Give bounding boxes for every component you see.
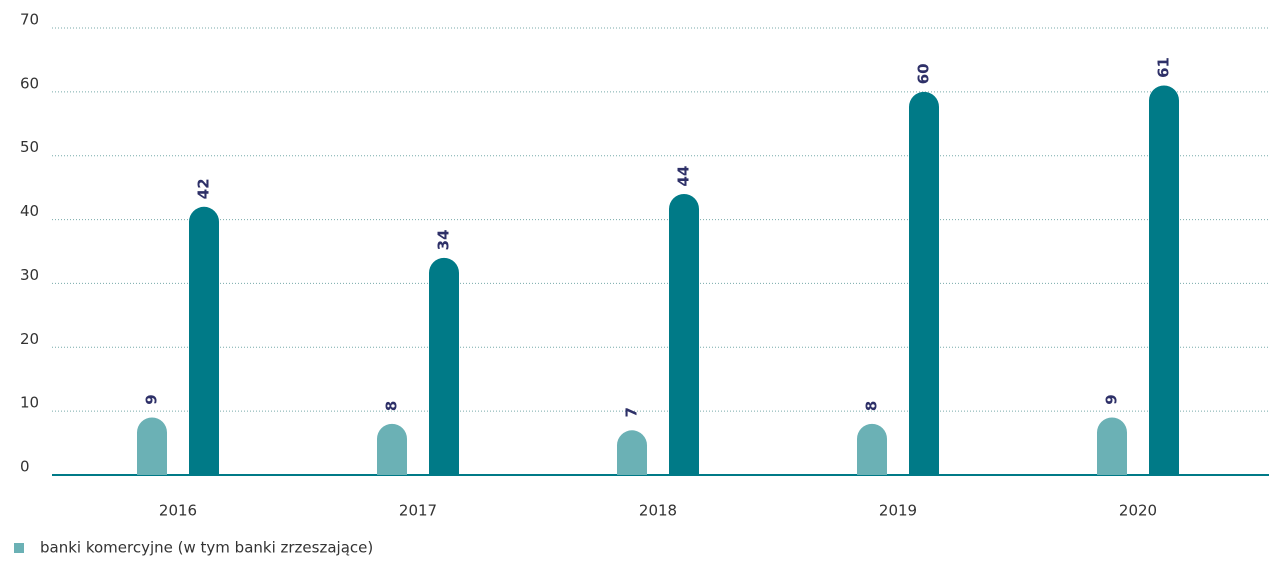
data-label: 9 (143, 394, 161, 404)
bar (377, 423, 407, 475)
x-tick-label: 2018 (639, 502, 677, 520)
y-tick-label: 40 (20, 202, 39, 220)
bar (857, 423, 887, 475)
bar (617, 430, 647, 475)
y-tick-label: 20 (20, 330, 39, 348)
legend-label: banki komercyjne (w tym banki zrzeszając… (40, 539, 373, 557)
bar (1097, 417, 1127, 475)
legend-swatch (14, 543, 24, 553)
bar (1149, 85, 1179, 475)
x-tick-label: 2017 (399, 502, 437, 520)
bar (189, 206, 219, 475)
x-tick-label: 2020 (1119, 502, 1157, 520)
data-label: 34 (435, 229, 453, 250)
y-tick-label: 0 (20, 458, 30, 476)
data-label: 60 (915, 63, 933, 84)
y-tick-label: 60 (20, 74, 39, 92)
y-tick-label: 50 (20, 138, 39, 156)
data-label: 44 (675, 166, 693, 187)
y-tick-label: 10 (20, 394, 39, 412)
data-label: 8 (383, 401, 401, 411)
x-tick-label: 2016 (159, 502, 197, 520)
data-label: 9 (1103, 394, 1121, 404)
bar (669, 194, 699, 475)
data-label: 8 (863, 401, 881, 411)
x-tick-label: 2019 (879, 502, 917, 520)
bar (909, 91, 939, 475)
y-tick-label: 30 (20, 266, 39, 284)
data-label: 61 (1155, 57, 1173, 78)
data-label: 7 (623, 407, 641, 417)
bar (137, 417, 167, 475)
data-label: 42 (195, 178, 213, 199)
y-tick-label: 70 (20, 11, 39, 29)
bar (429, 257, 459, 475)
